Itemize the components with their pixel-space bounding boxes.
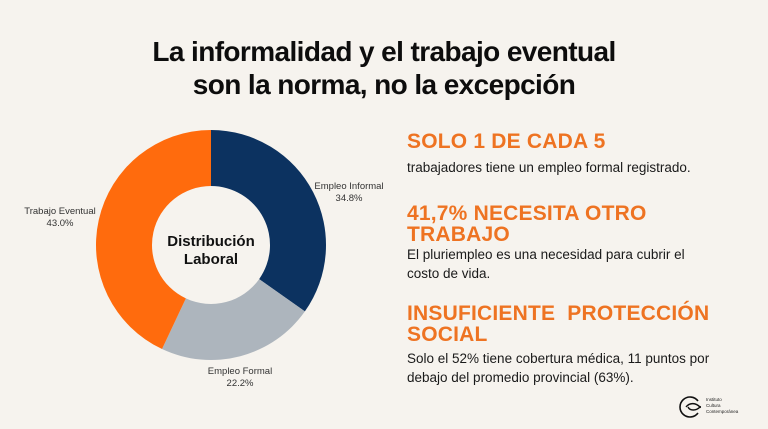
slice-value-label: 22.2%	[227, 378, 254, 389]
stat-text: El pluriempleo es una necesidad para cub…	[407, 247, 685, 281]
icc-logo-icon	[679, 396, 702, 418]
stat-block-pluriempleo: 41,7% NECESITA OTRO TRABAJO El pluriempl…	[407, 203, 747, 283]
stat-heading: SOLO 1 DE CADA 5	[407, 130, 606, 153]
logo: Instituto Cultura Contemporánea	[678, 392, 768, 422]
logo-line-3: Contemporánea	[706, 409, 739, 414]
center-label-line-2: Laboral	[184, 251, 238, 268]
page-title: La informalidad y el trabajo eventual so…	[0, 35, 768, 101]
stat-heading: INSUFICIENTE PROTECCIÓN SOCIAL	[407, 302, 716, 346]
logo-line-1: Instituto	[706, 397, 722, 402]
stat-text: Solo el 52% tiene cobertura médica, 11 p…	[407, 351, 710, 385]
slice-name-label: Trabajo Eventual	[24, 206, 95, 217]
stat-block-formal: SOLO 1 DE CADA 5 trabajadores tiene un e…	[407, 131, 747, 177]
logo-line-2: Cultura	[706, 403, 721, 408]
slice-empleo-informal	[211, 130, 326, 312]
slice-value-label: 43.0%	[47, 218, 74, 229]
slice-value-label: 34.8%	[336, 193, 363, 204]
slice-name-label: Empleo Informal	[314, 181, 383, 192]
stat-heading: 41,7% NECESITA OTRO TRABAJO	[407, 202, 647, 246]
title-line-2: son la norma, no la excepción	[192, 69, 576, 100]
slice-trabajo-eventual	[96, 130, 211, 350]
slice-empleo-formal	[162, 279, 305, 360]
title-line-1: La informalidad y el trabajo eventual	[152, 36, 616, 67]
stat-text: trabajadores tiene un empleo formal regi…	[407, 160, 691, 175]
logo-text: Instituto Cultura Contemporánea	[706, 397, 738, 415]
center-label-line-1: Distribución	[167, 233, 255, 250]
stat-block-proteccion: INSUFICIENTE PROTECCIÓN SOCIAL Solo el 5…	[407, 303, 747, 387]
slice-name-label: Empleo Formal	[208, 366, 272, 377]
